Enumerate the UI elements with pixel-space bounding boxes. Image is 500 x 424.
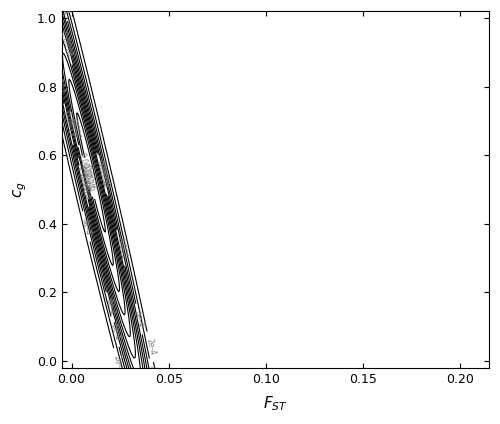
Y-axis label: $c_g$: $c_g$ <box>11 181 28 198</box>
Text: 0.0022: 0.0022 <box>76 152 91 180</box>
Text: 2e-4: 2e-4 <box>144 338 156 356</box>
Text: 8e-4: 8e-4 <box>104 298 117 316</box>
Text: 0.0016: 0.0016 <box>76 165 90 192</box>
Text: 6e-4: 6e-4 <box>133 310 145 328</box>
Text: 0.002: 0.002 <box>68 118 81 141</box>
Text: 4e-4: 4e-4 <box>80 217 93 236</box>
Text: 0.0026: 0.0026 <box>82 165 97 192</box>
Text: 6e-4: 6e-4 <box>108 322 122 341</box>
Text: 0.0018: 0.0018 <box>58 30 74 58</box>
Text: 0.001: 0.001 <box>114 236 128 259</box>
Text: 0.001: 0.001 <box>52 71 65 94</box>
Text: 0.0012: 0.0012 <box>96 162 110 189</box>
X-axis label: $F_{ST}$: $F_{ST}$ <box>263 394 288 413</box>
Text: 4e-4: 4e-4 <box>146 365 158 383</box>
Text: 0.0012: 0.0012 <box>62 110 76 138</box>
Text: 0.0014: 0.0014 <box>94 159 109 187</box>
Text: 0.0024: 0.0024 <box>80 162 94 190</box>
Text: 2e-4: 2e-4 <box>111 354 124 373</box>
Text: 8e-4: 8e-4 <box>57 0 70 16</box>
Text: 0.0014: 0.0014 <box>76 172 92 200</box>
